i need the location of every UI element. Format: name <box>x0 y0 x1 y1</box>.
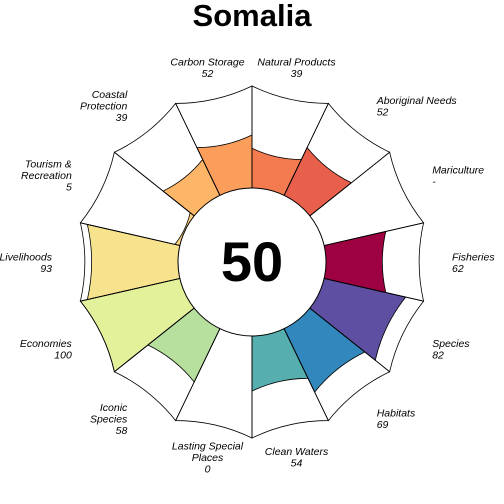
goal-label-tourism-recreation: Tourism & Recreation 5 <box>21 159 72 194</box>
goal-label-aboriginal-needs: Aboriginal Needs 52 <box>376 95 458 119</box>
center-disc <box>177 187 327 337</box>
goal-label-iconic-species: Iconic Species 58 <box>90 402 128 437</box>
goal-label-fisheries: Fisheries 62 <box>452 251 495 275</box>
goal-label-mariculture: Mariculture - <box>432 164 484 188</box>
goal-label-lasting-special-places: Lasting Special Places 0 <box>172 440 244 475</box>
label-group: Fisheries 62 Mariculture - Aboriginal Needs 5… <box>0 56 495 475</box>
goal-label-species: Species 82 <box>432 338 470 362</box>
goal-label-coastal-protection: Coastal Protection 39 <box>80 89 128 124</box>
goal-label-clean-waters: Clean Waters 54 <box>265 446 329 470</box>
goal-label-carbon-storage: Carbon Storage 52 <box>170 56 244 80</box>
goal-label-natural-products: Natural Products 39 <box>257 56 336 80</box>
overall-score: 50 <box>221 230 283 293</box>
goal-label-economies: Economies 100 <box>20 338 73 362</box>
goal-label-habitats: Habitats 69 <box>377 408 416 432</box>
goal-label-livelihoods: Livelihoods 93 <box>0 251 53 275</box>
chart-title: Somalia <box>193 0 313 33</box>
